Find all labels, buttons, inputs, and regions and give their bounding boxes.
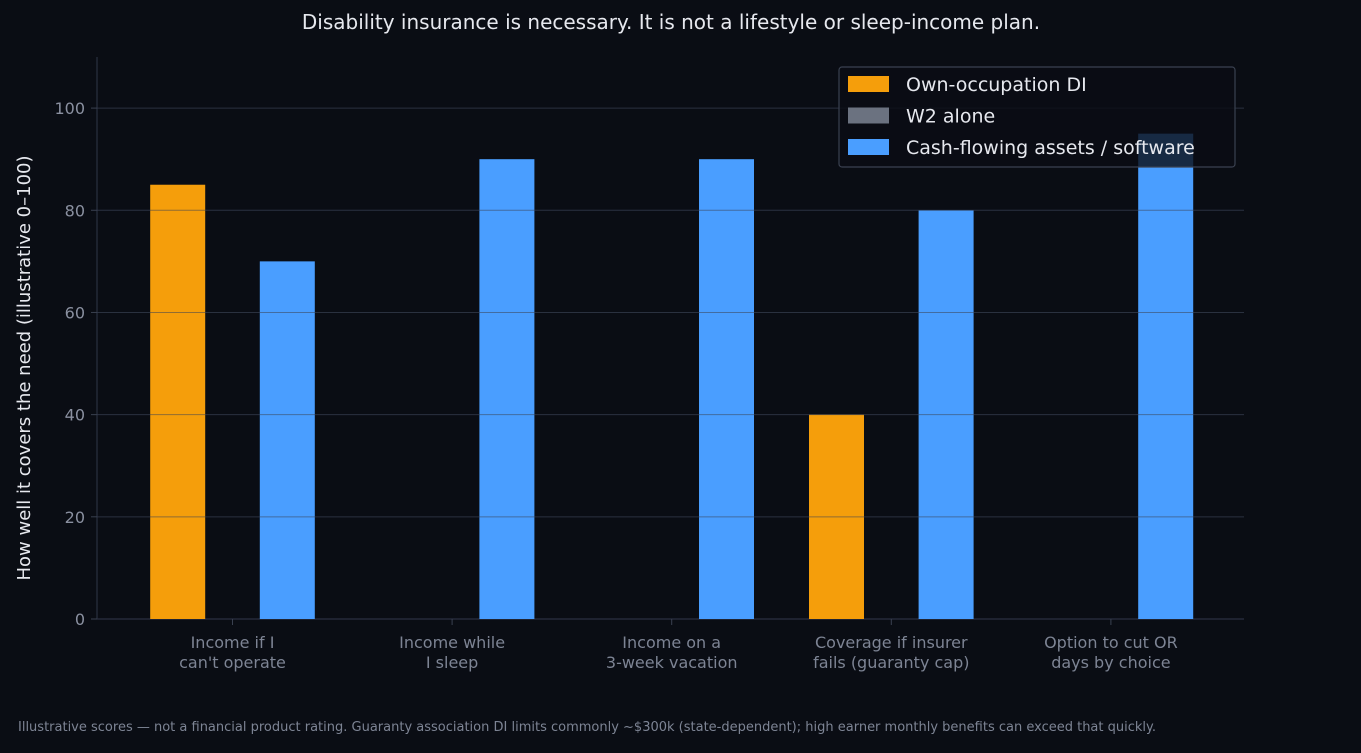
legend-swatch xyxy=(848,139,889,155)
x-tick-label-line: fails (guaranty cap) xyxy=(813,653,969,672)
x-tick-label-line: Income if I xyxy=(191,633,275,652)
legend-swatch xyxy=(848,107,889,124)
y-axis-label: How well it covers the need (illustrativ… xyxy=(14,155,35,580)
y-tick-label: 40 xyxy=(65,406,85,425)
bar xyxy=(1138,133,1194,620)
bar xyxy=(259,261,315,619)
x-tick-label-line: 3-week vacation xyxy=(606,653,738,672)
x-tick-label-line: days by choice xyxy=(1051,653,1170,672)
bar xyxy=(479,159,535,619)
x-tick-label: Income on a 3-week vacation xyxy=(606,633,738,672)
legend-label: Own-occupation DI xyxy=(906,74,1087,96)
legend-label: Cash-flowing assets / software xyxy=(906,137,1195,159)
y-tick-label: 60 xyxy=(65,303,85,322)
bar xyxy=(699,159,754,619)
x-tick-label: Income while I sleep xyxy=(399,633,505,672)
legend-swatch xyxy=(848,76,889,92)
x-tick-label-line: Coverage if insurer xyxy=(815,633,968,652)
x-tick-label: Option to cut OR days by choice xyxy=(1044,633,1178,672)
legend-label: W2 alone xyxy=(906,106,995,128)
x-tick-label: Coverage if insurer fails (guaranty cap) xyxy=(813,633,969,672)
x-tick-label-line: Income while xyxy=(399,633,505,652)
y-tick-label: 0 xyxy=(75,610,85,629)
y-tick-label: 100 xyxy=(54,99,85,118)
y-tick-label: 20 xyxy=(65,508,85,527)
x-tick-label-line: can't operate xyxy=(179,653,286,672)
chart-title: Disability insurance is necessary. It is… xyxy=(301,10,1041,34)
legend-box xyxy=(838,66,1236,168)
x-tick-label-line: Income on a xyxy=(622,633,721,652)
chart-footnote: Illustrative scores — not a financial pr… xyxy=(18,720,1156,735)
x-tick-label-line: Option to cut OR xyxy=(1044,633,1178,652)
y-tick-label: 80 xyxy=(65,201,85,220)
bar xyxy=(150,184,206,619)
x-tick-label-line: I sleep xyxy=(426,653,478,672)
